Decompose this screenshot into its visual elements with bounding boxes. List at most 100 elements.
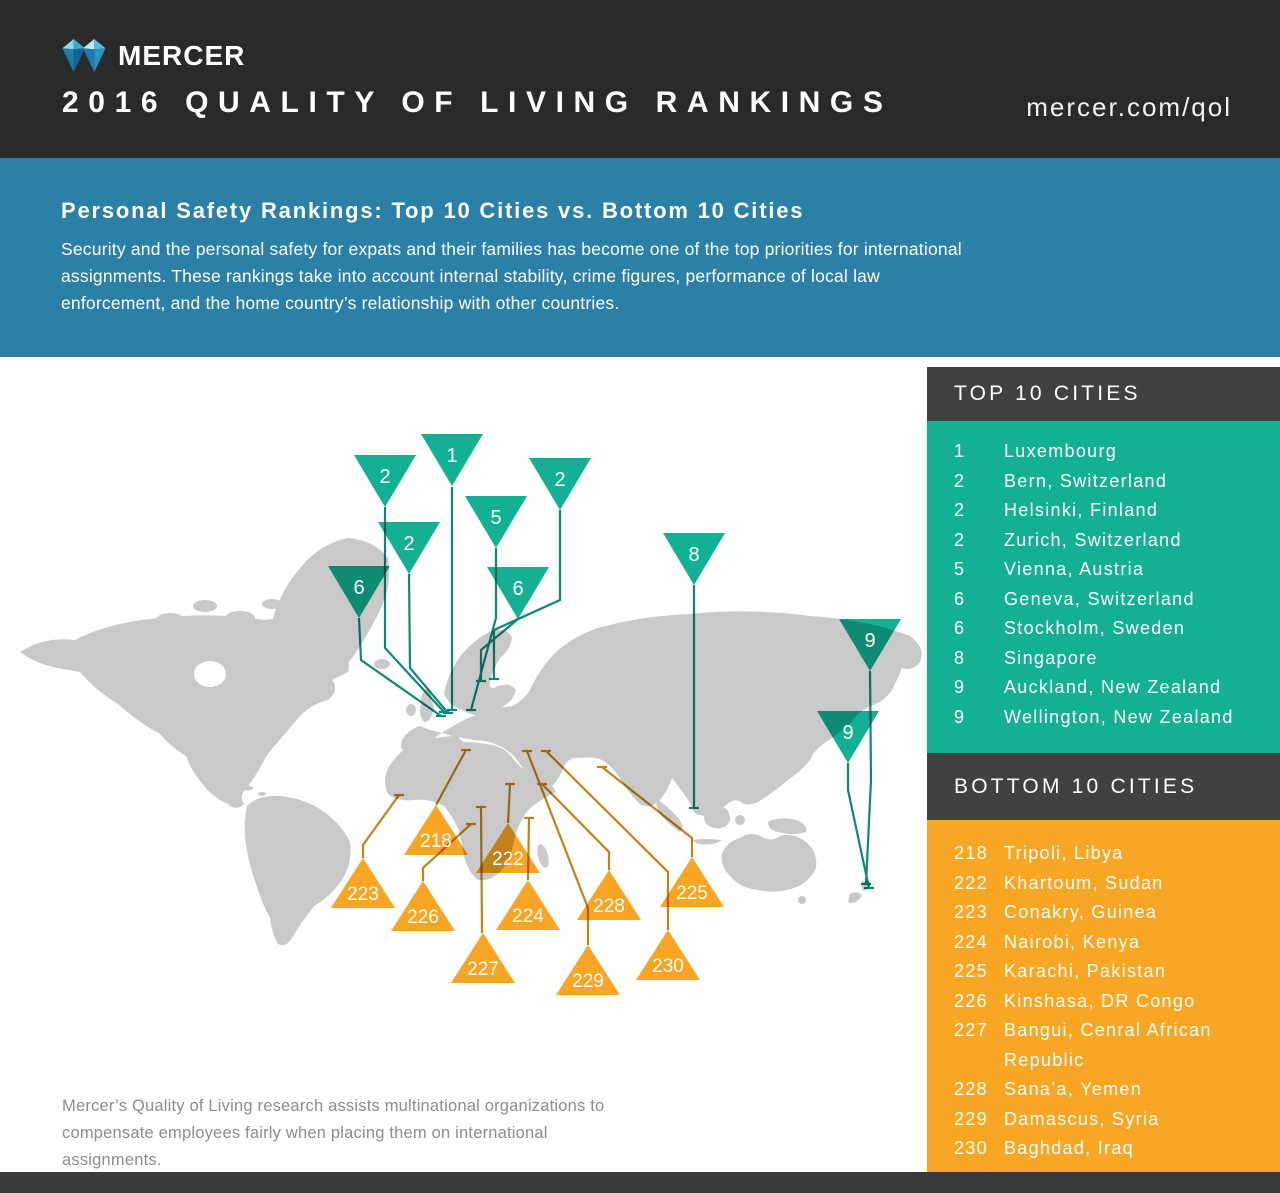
city-row: 6 Stockholm, Sweden [954, 614, 1270, 644]
marker-stem [492, 510, 562, 679]
city-row: 2 Zurich, Switzerland [954, 526, 1270, 556]
marker-stem [506, 783, 512, 824]
city-row: 226 Kinshasa, DR Congo [954, 987, 1270, 1017]
marker-rank-label: 5 [490, 507, 501, 529]
city-row: 8 Singapore [954, 644, 1270, 674]
marker-stem [541, 783, 611, 870]
city-row: 9 Wellington, New Zealand [954, 703, 1270, 733]
city-name: Wellington, New Zealand [1004, 706, 1234, 727]
city-rank: 2 [954, 529, 966, 550]
city-row: 224 Nairobi, Kenya [954, 928, 1270, 958]
city-name: Karachi, Pakistan [1004, 961, 1167, 981]
top-city-marker [354, 455, 416, 507]
city-rank: 6 [954, 588, 966, 609]
marker-rank-label: 2 [379, 466, 390, 488]
marker-stem [383, 507, 445, 713]
top10-header: TOP 10 CITIES [927, 367, 1280, 421]
city-row: 223 Conakry, Guinea [954, 898, 1270, 928]
city-row: 1 Luxembourg [954, 437, 1270, 467]
city-name: Helsinki, Finland [1004, 500, 1159, 520]
marker-rank-label: 228 [593, 896, 625, 917]
marker-rank-label: 225 [676, 883, 708, 904]
top-city-marker [328, 566, 390, 618]
city-row: 9 Auckland, New Zealand [954, 673, 1270, 703]
top-city-marker [529, 458, 591, 510]
marker-stem [435, 749, 467, 806]
marker-stem [864, 670, 873, 885]
top-city-marker [465, 496, 527, 548]
marker-stem [479, 618, 519, 681]
city-rank: 225 [954, 961, 988, 981]
bottom-city-marker [636, 930, 700, 980]
marker-rank-label: 223 [347, 884, 379, 905]
city-name: Nairobi, Kenya [1004, 931, 1141, 952]
city-name: Conakry, Guinea [1004, 902, 1158, 922]
city-rank: 9 [954, 677, 966, 697]
marker-stem [407, 573, 449, 714]
city-row: 230 Baghdad, Iraq [954, 1134, 1270, 1164]
marker-stem [601, 766, 694, 857]
top-city-marker [378, 522, 440, 574]
city-name: Stockholm, Sweden [1004, 618, 1186, 638]
city-rank: 226 [954, 990, 988, 1011]
bottom-city-marker [391, 881, 455, 931]
marker-rank-label: 1 [446, 445, 457, 467]
marker-rank-label: 6 [353, 577, 364, 599]
content-area: 1 2 2 2 5 6 6 8 9 9 218 222 223 224 225 226 227 228 229 230… [0, 357, 1280, 1172]
city-row: 222 Khartoum, Sudan [954, 869, 1270, 899]
city-name: Sana’a, Yemen [1004, 1079, 1143, 1099]
rankings-sidebar: TOP 10 CITIES 1 Luxembourg 2 Bern, Switzerl… [927, 367, 1280, 1172]
bottom-city-marker [496, 880, 560, 930]
marker-rank-label: 230 [652, 956, 684, 977]
top-city-marker [421, 434, 483, 486]
city-name: Baghdad, Iraq [1004, 1138, 1134, 1158]
marker-stem [545, 750, 670, 930]
marker-stem [846, 763, 871, 889]
top-city-marker [839, 619, 901, 671]
city-rank: 218 [954, 843, 988, 863]
mercer-logo-text: MERCER [118, 40, 246, 71]
city-rank: 5 [954, 559, 966, 579]
city-name: Luxembourg [1004, 441, 1118, 461]
top-city-marker [663, 533, 725, 585]
marker-rank-label: 6 [512, 578, 523, 600]
intro-band: Personal Safety Rankings: Top 10 Cities … [0, 158, 1280, 357]
city-rank: 6 [954, 618, 966, 638]
bottom-city-marker [331, 858, 395, 908]
marker-rank-label: 9 [842, 722, 853, 744]
mercer-url-link[interactable]: mercer.com/qol [1026, 92, 1232, 122]
intro-heading: Personal Safety Rankings: Top 10 Cities … [61, 198, 805, 223]
city-rank: 1 [954, 441, 966, 461]
marker-rank-label: 8 [688, 544, 699, 566]
city-rank: 2 [954, 500, 966, 520]
bottom-city-marker [404, 805, 468, 855]
city-name: Bangui, Cenral African Republic [1004, 1020, 1212, 1070]
city-row: 2 Bern, Switzerland [954, 467, 1270, 497]
marker-stem [361, 794, 400, 858]
city-rank: 227 [954, 1020, 988, 1040]
mercer-logo: MERCER [62, 38, 245, 74]
marker-rank-label: 226 [407, 907, 439, 928]
page-title: 2016 QUALITY OF LIVING RANKINGS [62, 86, 893, 119]
city-row: 2 Helsinki, Finland [954, 496, 1270, 526]
marker-stem [357, 617, 442, 717]
city-row: 5 Vienna, Austria [954, 555, 1270, 585]
city-row: 6 Geneva, Switzerland [954, 585, 1270, 615]
marker-rank-label: 227 [467, 959, 499, 980]
city-name: Bern, Switzerland [1004, 470, 1168, 491]
footnote-text: Mercer’s Quality of Living research assi… [62, 1097, 605, 1169]
bottom10-list: 218 Tripoli, Libya 222 Khartoum, Sudan 223 Co… [927, 820, 1280, 1172]
marker-rank-label: 2 [554, 469, 565, 491]
bottom-city-marker [660, 857, 724, 907]
city-name: Singapore [1004, 647, 1098, 668]
marker-triangles [328, 434, 901, 995]
bottom-city-marker [577, 870, 641, 920]
city-row: 225 Karachi, Pakistan [954, 957, 1270, 987]
city-name: Vienna, Austria [1004, 559, 1145, 579]
city-rank: 222 [954, 872, 988, 893]
marker-rank-label: 229 [572, 971, 604, 992]
city-name: Kinshasa, DR Congo [1004, 990, 1196, 1011]
city-row: 227 Bangui, Cenral African Republic [954, 1016, 1270, 1075]
page-header: MERCER 2016 QUALITY OF LIVING RANKINGS m… [0, 0, 1280, 158]
